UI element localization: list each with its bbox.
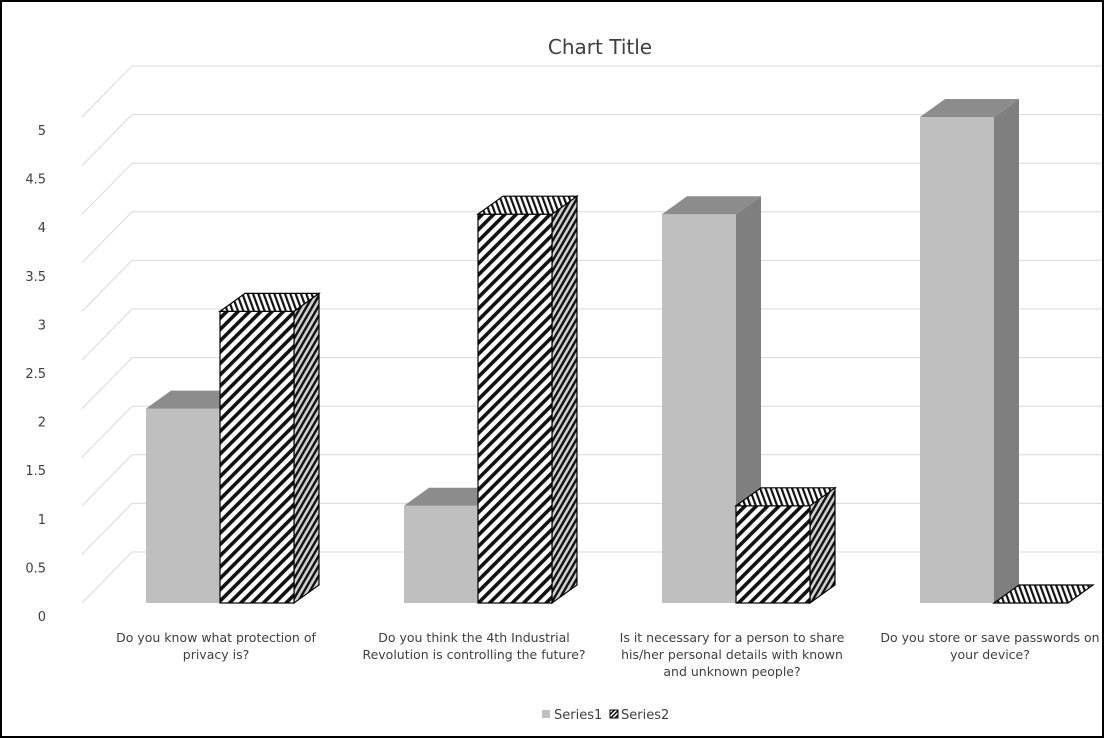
bar-series1 — [920, 99, 1019, 603]
x-category-label: Do you know what protection of privacy is… — [116, 630, 316, 662]
legend-swatch — [609, 709, 619, 719]
bars — [146, 99, 1095, 605]
legend: Series1 Series2 — [542, 708, 669, 723]
x-category-label-line: Do you know what protection of — [116, 630, 316, 645]
y-tick-label: 0.5 — [25, 561, 46, 576]
y-tick-label: 3.5 — [25, 270, 46, 285]
legend-item-series1: Series1 — [542, 708, 602, 723]
grid-line — [81, 65, 1102, 118]
y-tick-label: 1.5 — [25, 464, 46, 479]
y-tick-label: 2 — [38, 416, 46, 431]
x-category-label-line: Do you store or save passwords on — [880, 630, 1099, 645]
x-category-label-line: your device? — [950, 647, 1030, 662]
bar-series2 — [992, 584, 1095, 604]
x-category-label: Is it necessary for a person to share his… — [620, 630, 845, 679]
chart-title: Chart Title — [548, 35, 652, 59]
x-category-label-line: privacy is? — [183, 647, 249, 662]
x-category-label-line: his/her personal details with known — [621, 647, 843, 662]
x-category-label-line: Do you think the 4th Industrial — [378, 630, 569, 645]
x-category-label: Do you store or save passwords on your de… — [880, 630, 1099, 662]
y-tick-label: 0 — [38, 610, 46, 625]
y-tick-label: 4.5 — [25, 173, 46, 188]
bar-series2 — [218, 292, 321, 605]
x-category-label-line: Is it necessary for a person to share — [620, 630, 845, 645]
legend-swatch — [542, 710, 550, 718]
x-category-label: Do you think the 4th Industrial Revolutio… — [362, 630, 585, 662]
legend-item-series2: Series2 — [609, 708, 669, 723]
x-category-label-line: and unknown people? — [663, 664, 800, 679]
legend-label: Series1 — [554, 708, 602, 723]
x-axis-categories: Do you know what protection of privacy is… — [116, 630, 1099, 679]
bar-series2 — [734, 486, 837, 605]
bar-series2 — [476, 195, 579, 605]
y-tick-label: 2.5 — [25, 367, 46, 382]
y-tick-label: 4 — [38, 221, 46, 236]
y-axis-ticks: 0 0.5 1 1.5 2 2.5 3 3.5 4 4.5 5 — [25, 124, 46, 625]
legend-label: Series2 — [621, 708, 669, 723]
y-tick-label: 1 — [38, 513, 46, 528]
y-tick-label: 5 — [38, 124, 46, 139]
x-category-label-line: Revolution is controlling the future? — [362, 647, 585, 662]
y-tick-label: 3 — [38, 318, 46, 333]
